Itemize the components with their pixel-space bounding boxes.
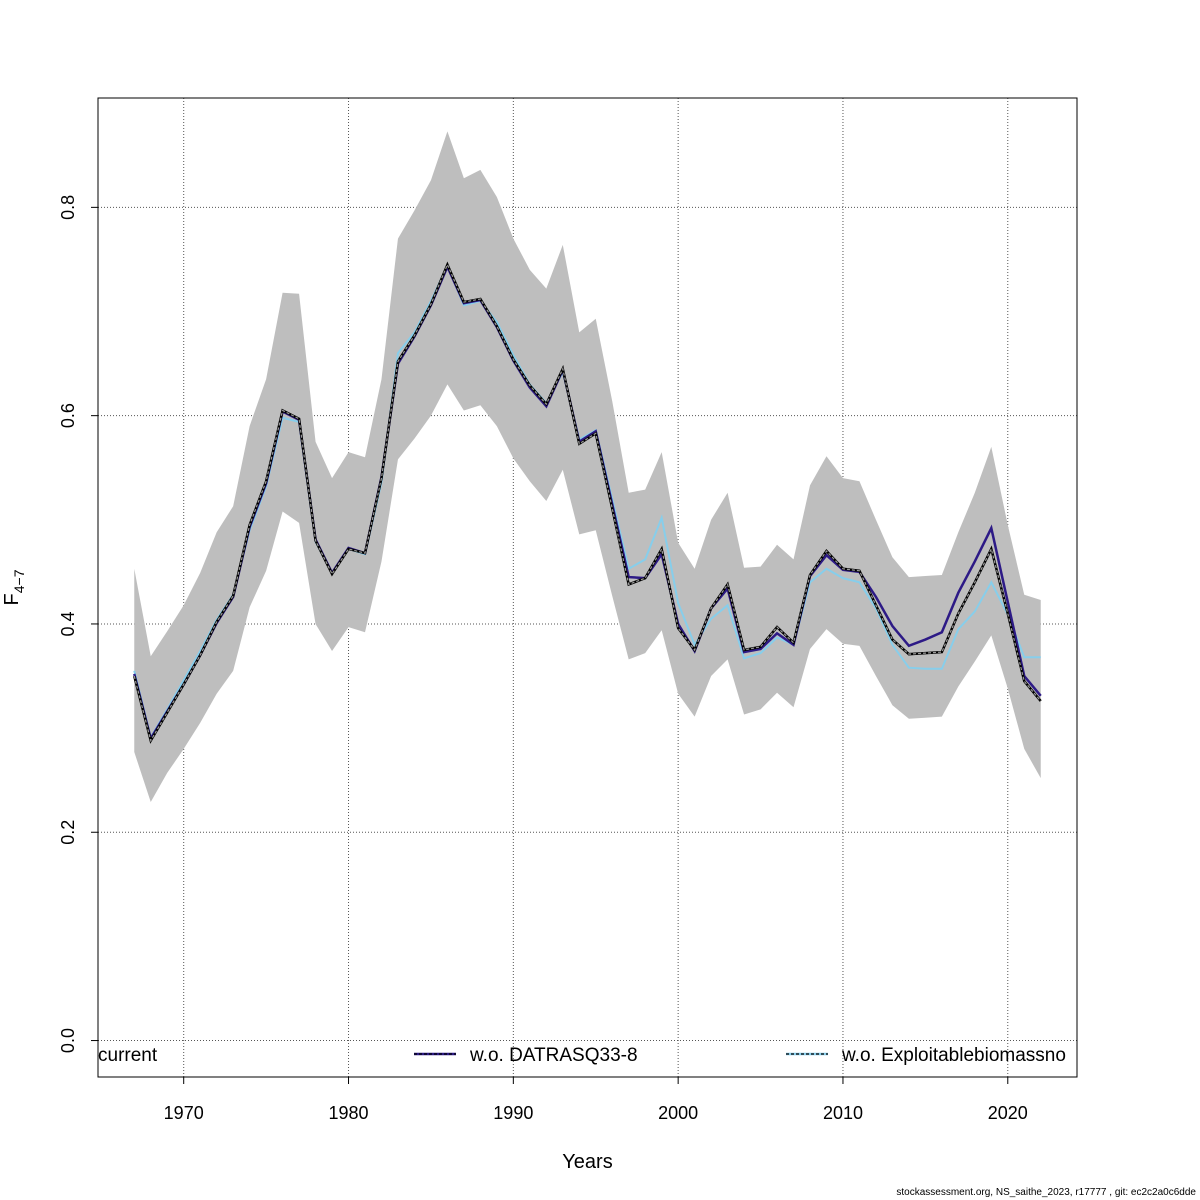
x-tick-label: 2000	[658, 1103, 698, 1123]
footer-credit: stockassessment.org, NS_saithe_2023, r17…	[896, 1187, 1196, 1198]
legend-label-exploitable: w.o. Exploitablebiomassno	[841, 1045, 1066, 1066]
y-tick-label: 0.4	[58, 611, 78, 636]
y-tick-label: 0.6	[58, 403, 78, 428]
x-axis: 1970 1980 1990 2000 2010 2020	[164, 1077, 1028, 1123]
y-tick-label: 0.0	[58, 1028, 78, 1053]
x-tick-label: 1990	[493, 1103, 533, 1123]
series-line-current-dash	[133, 263, 1042, 743]
y-axis-title: F4−7	[1, 569, 27, 605]
plot-frame	[97, 97, 1078, 1078]
x-tick-label: 1980	[328, 1103, 368, 1123]
x-axis-title: Years	[562, 1151, 612, 1173]
x-tick-label: 2020	[988, 1103, 1028, 1123]
y-axis-title-subscript: 4−7	[11, 569, 27, 593]
x-tick-label: 2010	[823, 1103, 863, 1123]
series-lines	[133, 261, 1042, 744]
legend: current w.o. DATRASQ33-8 w.o. Exploitableb…	[98, 1045, 1066, 1066]
y-axis-title-main: F	[1, 593, 23, 605]
legend-label-current: current	[98, 1045, 158, 1066]
series-line-exploitable	[133, 263, 1041, 741]
confidence-band	[134, 131, 1041, 803]
legend-label-datras: w.o. DATRASQ33-8	[469, 1045, 638, 1066]
y-axis: 0.0 0.2 0.4 0.6 0.8	[58, 195, 98, 1053]
x-tick-label: 1970	[164, 1103, 204, 1123]
y-tick-label: 0.2	[58, 820, 78, 845]
y-tick-label: 0.8	[58, 195, 78, 220]
